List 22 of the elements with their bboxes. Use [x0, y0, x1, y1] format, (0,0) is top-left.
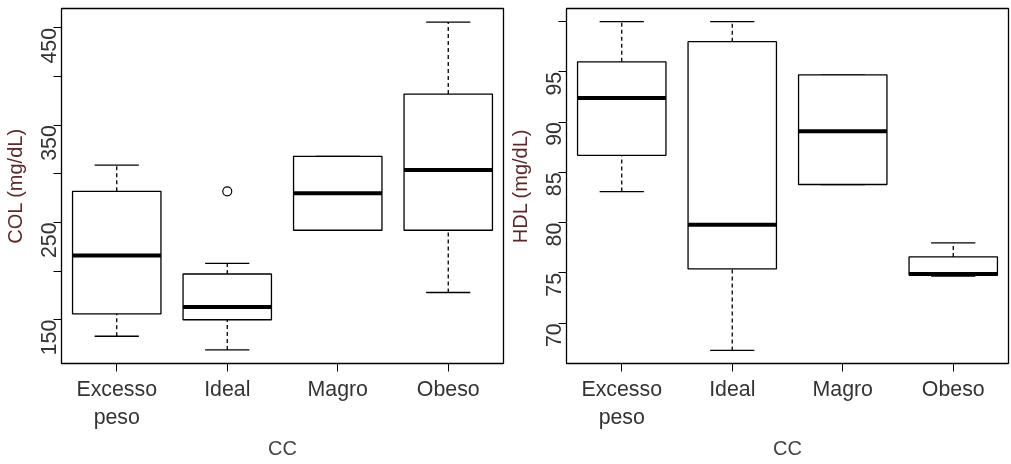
y-tick-label: 350: [37, 125, 61, 161]
y-tick-label: 450: [37, 27, 61, 64]
x-tick-label: Excesso peso: [76, 376, 158, 430]
x-axis-title: CC: [268, 437, 297, 460]
x-tick-label: Magro: [812, 376, 873, 401]
y-axis-title: HDL (mg/dL): [508, 129, 531, 244]
y-tick-label: 150: [37, 319, 61, 356]
x-axis-title: CC: [773, 437, 802, 460]
x-tick-label: Obeso: [416, 376, 480, 401]
y-tick-label: 80: [542, 222, 566, 247]
y-tick-label: 85: [542, 172, 566, 197]
x-tick-label: Ideal: [709, 376, 756, 401]
y-tick-label: 250: [37, 222, 61, 259]
x-tick-label: Obeso: [921, 376, 985, 401]
x-tick-label: Excesso peso: [581, 376, 663, 430]
y-tick-label: 95: [542, 71, 566, 96]
y-axis-title: COL (mg/dL): [3, 128, 26, 244]
y-tick-label: 70: [542, 323, 566, 347]
y-tick-label: 90: [542, 122, 566, 146]
x-tick-label: Ideal: [204, 376, 251, 401]
y-tick-label: 75: [542, 272, 566, 297]
x-tick-label: Magro: [307, 376, 368, 401]
